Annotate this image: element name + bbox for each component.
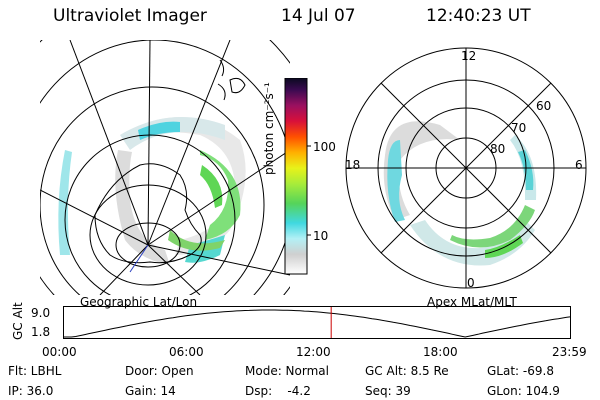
status-mode: Mode: Normal [245,364,329,378]
colorbar [284,78,311,275]
mlt-label-6: 6 [575,158,583,172]
altitude-ytick-min: 1.8 [31,325,51,339]
status-seq: Seq: 39 [365,384,411,398]
status-gain: Gain: 14 [125,384,176,398]
status-glat: GLat: -69.8 [487,364,554,378]
aurora-emission-polar [383,121,537,266]
altitude-xtick-3: 18:00 [423,345,458,359]
colorbar-tick-10: 10 [313,229,329,243]
status-glon: GLon: 104.9 [487,384,560,398]
colorbar-tick-100: 100 [313,140,336,154]
geographic-label: Geographic Lat/Lon [80,295,198,309]
status-gc-alt: GC Alt: 8.5 Re [365,364,449,378]
altitude-ylabel: GC Alt [11,302,25,340]
mlat-label-60: 60 [536,99,552,113]
altitude-xtick-0: 00:00 [42,345,77,359]
status-dsp: Dsp: -4.2 [245,384,311,398]
apex-label: Apex MLat/MLT [427,295,517,309]
mlt-label-12: 12 [461,49,477,63]
mlat-label-70: 70 [511,121,527,135]
status-door: Door: Open [125,364,194,378]
altitude-curve [63,309,571,338]
status-ip: IP: 36.0 [8,384,54,398]
altitude-xtick-1: 06:00 [169,345,204,359]
status-filter: Flt: LBHL [8,364,62,378]
mlat-label-80: 80 [490,142,506,156]
altitude-ytick-max: 9.0 [31,306,51,320]
mlt-label-0: 0 [467,276,475,290]
polar-plot [345,47,587,289]
map-grid [40,40,290,295]
polar-grid [345,47,587,289]
colorbar-label: photon cm⁻²s⁻¹ [262,82,276,175]
altitude-xtick-2: 12:00 [296,345,331,359]
altitude-plot [63,306,571,339]
time-label: 12:40:23 UT [426,6,531,26]
date-label: 14 Jul 07 [281,6,356,26]
coastline [94,163,202,264]
app-title: Ultraviolet Imager [53,6,207,26]
altitude-xtick-4: 23:59 [552,345,587,359]
geographic-map [40,40,290,295]
mlt-label-18: 18 [345,158,361,172]
